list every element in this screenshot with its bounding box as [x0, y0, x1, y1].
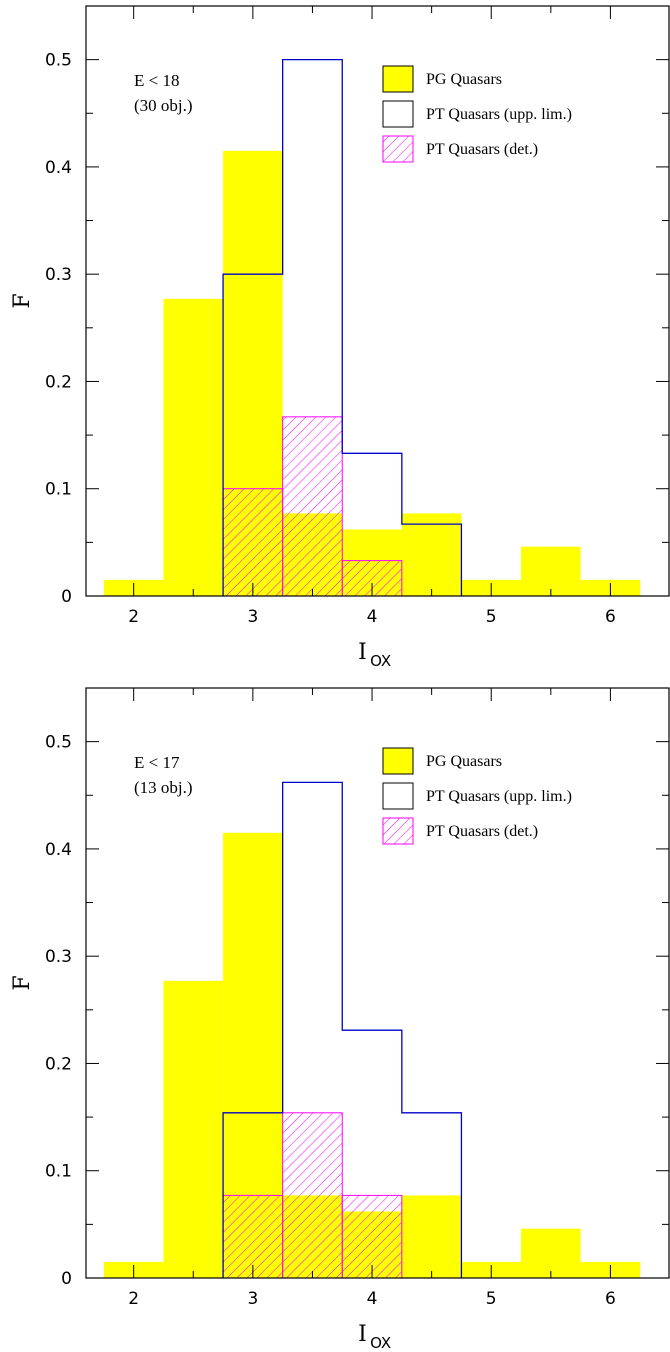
legend-label: PT Quasars (upp. lim.)	[426, 106, 572, 123]
y-tick-label: 0.2	[45, 1054, 72, 1074]
y-axis-label: F	[10, 293, 35, 308]
bar-pt-quasars-det	[283, 1113, 343, 1278]
y-tick-label: 0.5	[45, 51, 72, 71]
legend-swatch	[383, 66, 413, 92]
y-tick-label: 0.3	[45, 947, 72, 967]
bar-pg-quasars	[521, 1229, 581, 1278]
x-axis-label: I	[358, 1322, 367, 1347]
x-tick-label: 4	[367, 1289, 378, 1309]
bar-pt-quasars-det	[223, 489, 283, 596]
y-tick-label: 0.1	[45, 480, 72, 500]
x-tick-label: 3	[247, 607, 258, 627]
sample-annotation: (13 obj.)	[134, 778, 193, 797]
x-tick-label: 4	[367, 607, 378, 627]
x-tick-label: 5	[486, 607, 497, 627]
legend-swatch	[383, 818, 413, 844]
y-tick-label: 0	[61, 1269, 72, 1289]
legend-label: PG Quasars	[426, 753, 502, 770]
panel-bottom: 2 3 4 5 6 0 0.1 0.2 0.3 0.4 0.5 I OX F E < 17 (13 obj.)…	[10, 688, 669, 1352]
y-tick-label: 0.4	[45, 840, 72, 860]
legend-label: PG Quasars	[426, 71, 502, 88]
y-axis-label: F	[10, 975, 35, 990]
bar-pg-quasars	[521, 547, 581, 596]
y-tick-label: 0.1	[45, 1162, 72, 1182]
y-tick-label: 0.2	[45, 372, 72, 392]
x-tick-label: 2	[128, 1289, 139, 1309]
bar-pg-quasars	[163, 299, 223, 596]
bar-pg-quasars	[402, 1195, 462, 1278]
sample-annotation: E < 18	[134, 71, 179, 90]
x-axis-label: I	[358, 640, 367, 665]
panel-top: 2 3 4 5 6 0 0.1 0.2 0.3 0.4 0.5 I OX F E < 18 (30 obj.)…	[10, 6, 669, 670]
x-axis-label-sub: OX	[370, 652, 391, 670]
legend-swatch	[383, 748, 413, 774]
x-tick-label: 6	[605, 1289, 616, 1309]
legend-swatch	[383, 783, 413, 809]
bar-pg-quasars	[402, 513, 462, 596]
y-tick-label: 0	[61, 587, 72, 607]
legend-label: PT Quasars (det.)	[426, 823, 538, 840]
bar-pg-quasars	[163, 981, 223, 1278]
bar-pt-quasars-det	[283, 417, 343, 596]
y-tick-label: 0.3	[45, 265, 72, 285]
legend-label: PT Quasars (det.)	[426, 141, 538, 158]
x-tick-label: 5	[486, 1289, 497, 1309]
x-tick-label: 3	[247, 1289, 258, 1309]
x-tick-label: 2	[128, 607, 139, 627]
y-tick-label: 0.5	[45, 733, 72, 753]
y-tick-label: 0.4	[45, 158, 72, 178]
sample-annotation: E < 17	[134, 753, 180, 772]
legend-label: PT Quasars (upp. lim.)	[426, 788, 572, 805]
sample-annotation: (30 obj.)	[134, 96, 193, 115]
x-axis-label-sub: OX	[370, 1334, 391, 1352]
legend-swatch	[383, 136, 413, 162]
legend-swatch	[383, 101, 413, 127]
x-tick-label: 6	[605, 607, 616, 627]
